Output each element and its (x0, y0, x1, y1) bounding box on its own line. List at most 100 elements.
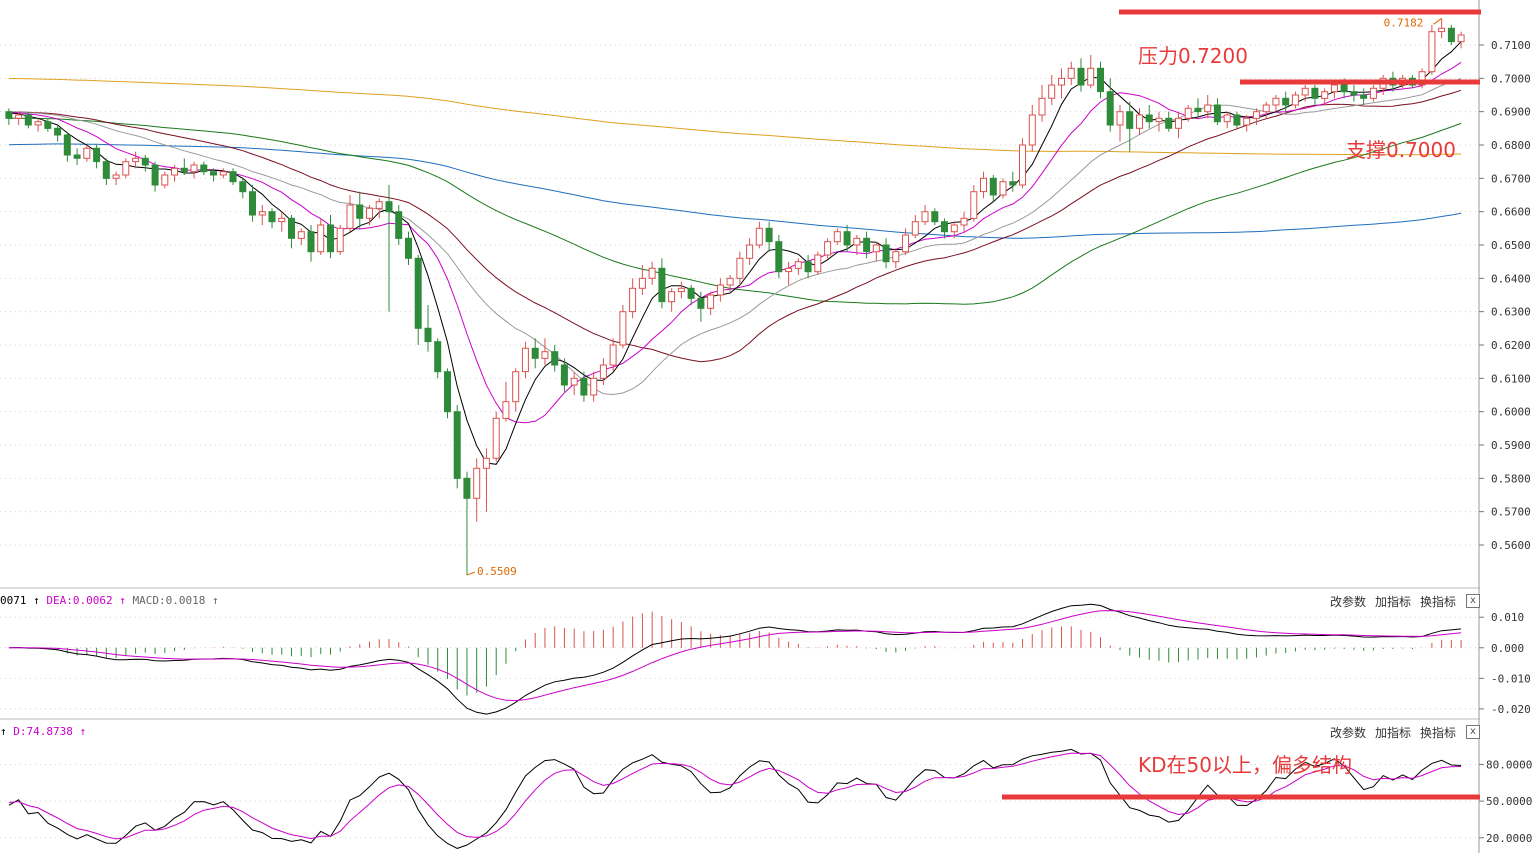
macd-dif-line (8, 603, 1462, 715)
candle-body (73, 154, 81, 159)
kd-d-label: D:74.8738 ↑ (13, 725, 87, 738)
candle-body (229, 171, 237, 183)
candle-body (288, 217, 295, 239)
price-tick-label: 0.6400 (1491, 272, 1531, 285)
candle-body (960, 217, 968, 226)
candle-body (1126, 111, 1134, 129)
candle-body (590, 377, 598, 396)
candle-body (882, 244, 890, 263)
price-tick-label: 0.7000 (1491, 72, 1531, 85)
macd-close-icon[interactable]: x (1466, 594, 1480, 608)
candle-body (5, 111, 13, 119)
candle-body (356, 204, 364, 219)
price-tick-label: 0.6200 (1491, 339, 1531, 352)
kd-add-indicator-button[interactable]: 加指标 (1375, 726, 1412, 740)
price-tick-label: 0.5600 (1491, 539, 1531, 552)
candle-body (648, 267, 656, 279)
candle-body (1418, 71, 1426, 86)
ma20-line (8, 78, 1462, 396)
macd-value-label: MACD:0.0018 ↑ (132, 594, 219, 607)
candle-body (1252, 111, 1260, 119)
candle-body (512, 371, 520, 403)
candle-body (814, 254, 822, 273)
candle-body (453, 411, 461, 479)
candle-body (775, 241, 783, 273)
candle-body (34, 121, 42, 126)
candle-body (1194, 107, 1202, 113)
candle-body (1165, 117, 1173, 129)
candle-body (171, 167, 178, 176)
candle-body (15, 114, 23, 119)
candle-body (521, 347, 529, 373)
candle-body (102, 161, 110, 179)
candle-body (1077, 67, 1085, 86)
macd-legend: 0071 ↑ DEA:0.0062 ↑ MACD:0.0018 ↑ (0, 594, 219, 607)
candle-body (941, 221, 948, 233)
candle-body (726, 277, 734, 286)
macd-change-params-button[interactable]: 改参数 (1330, 595, 1367, 609)
candle-body (239, 181, 247, 193)
candle-body (1272, 97, 1280, 106)
candle-body (385, 201, 393, 213)
candle-body (609, 344, 617, 366)
macd-tick-label: -0.020 (1491, 703, 1531, 716)
candle-body (141, 157, 149, 166)
candle-body (190, 164, 198, 173)
candle-body (970, 191, 978, 219)
candle-body (638, 277, 646, 289)
candle-body (580, 377, 588, 396)
candle-body (1243, 117, 1251, 126)
candle-body (1340, 84, 1348, 93)
resistance-annotation: 压力0.7200 (1138, 44, 1248, 68)
macd-tick-label: 0.000 (1491, 642, 1524, 655)
candle-body (482, 457, 490, 469)
candle-body (132, 157, 140, 163)
candle-body (258, 211, 266, 216)
candle-body (1116, 111, 1124, 126)
kd-tick-label: 20.0000 (1486, 832, 1532, 845)
low-marker (466, 571, 476, 576)
price-tick-label: 0.6500 (1491, 239, 1531, 252)
macd-switch-indicator-button[interactable]: 换指标 (1420, 595, 1457, 609)
candle-body (219, 171, 227, 176)
candle-body (83, 147, 91, 159)
low-price-label: 0.5509 (477, 565, 517, 578)
candle-body (755, 227, 763, 246)
candle-body (1009, 181, 1017, 186)
ma30-line (8, 89, 1462, 363)
candle-body (1330, 84, 1338, 93)
candle-body (405, 237, 412, 259)
kd-switch-indicator-button[interactable]: 换指标 (1420, 726, 1457, 740)
candle-body (1369, 87, 1377, 99)
candle-body (1360, 94, 1368, 99)
candle-body (570, 377, 578, 386)
candle-body (687, 287, 695, 299)
candle-body (794, 261, 802, 269)
candle-body (833, 231, 841, 243)
candle-body (1184, 107, 1192, 119)
kd-tick-label: 80.0000 (1486, 758, 1532, 771)
candle-body (677, 287, 685, 293)
candle-body (1155, 117, 1163, 123)
candle-body (1048, 84, 1056, 99)
candle-body (395, 211, 403, 239)
candle-body (317, 224, 325, 253)
macd-add-indicator-button[interactable]: 加指标 (1375, 595, 1412, 609)
candle-body (161, 174, 169, 186)
candle-body (560, 364, 568, 386)
candle-body (931, 211, 939, 223)
candle-body (44, 121, 52, 129)
candle-body (336, 227, 344, 253)
candle-body (551, 351, 559, 366)
candle-body (804, 261, 812, 273)
support-annotation: 支撑0.7000 (1346, 138, 1456, 162)
price-tick-label: 0.6600 (1491, 206, 1531, 219)
candle-body (980, 177, 987, 193)
candle-body (668, 291, 676, 303)
kd-change-params-button[interactable]: 改参数 (1330, 726, 1367, 740)
kd-close-icon[interactable]: x (1466, 725, 1480, 739)
candle-body (307, 231, 315, 253)
candle-body (278, 217, 286, 223)
candle-body (1058, 77, 1065, 86)
